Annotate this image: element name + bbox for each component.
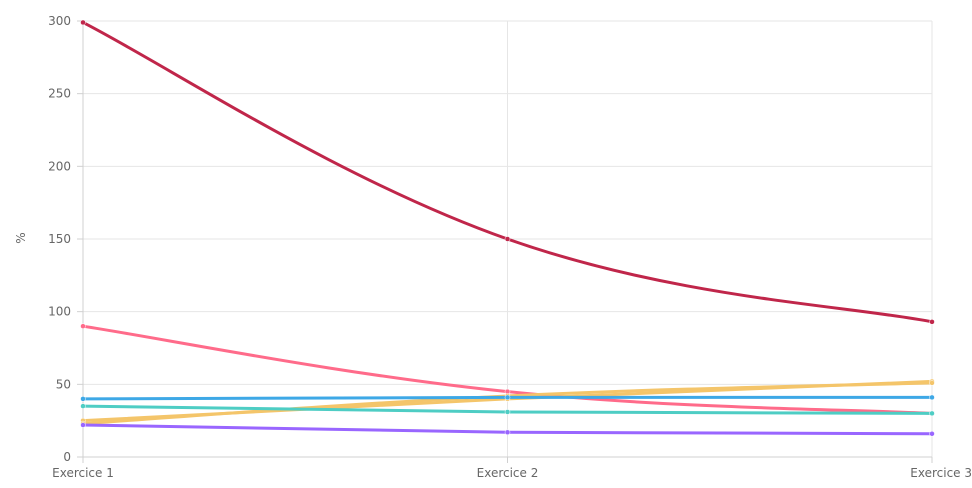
- data-point[interactable]: [80, 396, 86, 402]
- y-axis-title: %: [14, 232, 28, 243]
- data-point[interactable]: [929, 380, 935, 386]
- series-lines: [80, 19, 935, 437]
- data-point[interactable]: [80, 422, 86, 428]
- y-tick-label: 200: [48, 159, 71, 173]
- y-tick-label: 300: [48, 14, 71, 28]
- x-tick-label: Exercice 3: [910, 466, 972, 480]
- data-point[interactable]: [80, 19, 86, 26]
- data-point[interactable]: [504, 409, 511, 415]
- data-point[interactable]: [929, 319, 935, 325]
- data-point[interactable]: [80, 403, 86, 409]
- axes: [77, 20, 933, 463]
- x-tick-label: Exercice 2: [477, 466, 539, 480]
- x-tick-label: Exercice 1: [52, 466, 114, 480]
- y-tick-label: 250: [48, 87, 71, 101]
- data-point[interactable]: [929, 410, 935, 417]
- y-tick-label: 150: [48, 232, 71, 246]
- tick-labels: 0 50 100 150 200 250 300 Exercice 1 Exercice 2 Ex…: [48, 14, 972, 480]
- data-point[interactable]: [504, 236, 511, 242]
- data-point[interactable]: [504, 394, 511, 401]
- data-point[interactable]: [929, 430, 935, 437]
- y-tick-label: 100: [48, 305, 71, 319]
- y-tick-label: 0: [63, 450, 71, 464]
- data-point[interactable]: [80, 323, 86, 329]
- y-tick-label: 50: [56, 377, 71, 391]
- data-point[interactable]: [504, 429, 511, 436]
- data-point[interactable]: [929, 394, 935, 401]
